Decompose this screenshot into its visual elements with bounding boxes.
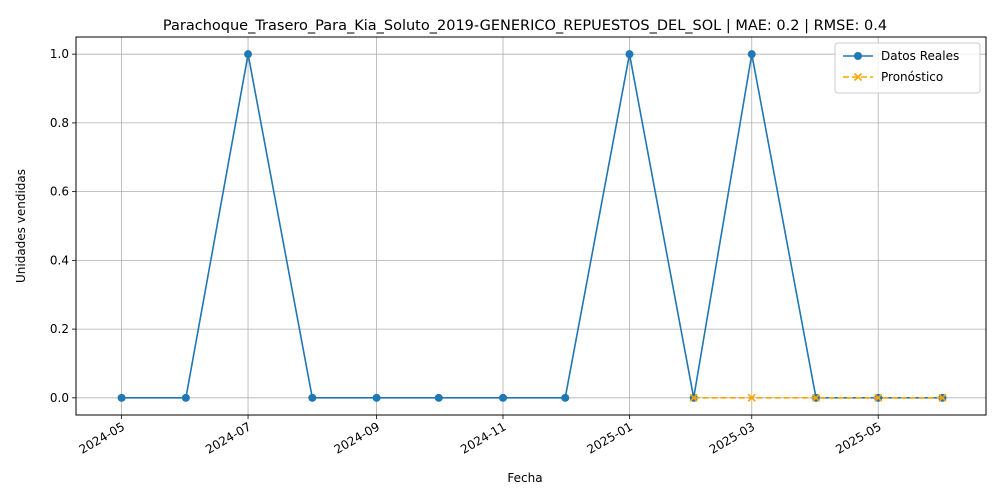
data-point: [244, 50, 253, 59]
data-point: [689, 393, 698, 402]
chart-title: Parachoque_Trasero_Para_Kia_Soluto_2019-…: [163, 18, 887, 34]
y-tick-label: 0.8: [50, 116, 69, 130]
x-tick-label: 2025-03: [707, 419, 757, 456]
y-tick-label: 1.0: [50, 47, 69, 61]
x-tick-label: 2025-05: [833, 419, 883, 456]
x-tick-label: 2024-07: [203, 419, 253, 456]
series-line: [121, 54, 943, 399]
grid: [76, 37, 986, 415]
data-point: [625, 50, 634, 59]
plot-frame: [75, 36, 987, 416]
y-tick-label: 0.4: [50, 253, 69, 267]
legend: Datos Reales Pronóstico: [834, 42, 981, 94]
data-point: [874, 393, 883, 402]
x-tick-label: 2024-05: [77, 419, 127, 456]
data-point: [747, 50, 756, 59]
series-2: [689, 393, 947, 402]
data-point: [372, 393, 381, 402]
data-point: [434, 393, 443, 402]
data-point: [308, 393, 317, 402]
legend-marker: [854, 52, 862, 60]
data-point: [938, 393, 947, 402]
data-point: [811, 393, 821, 402]
series-1: [117, 50, 947, 402]
data-point: [181, 393, 190, 402]
data-point: [561, 393, 570, 402]
data-point: [499, 393, 508, 402]
legend-label: Pronóstico: [881, 70, 943, 84]
y-tick-label: 0.2: [50, 322, 69, 336]
axis-ticks: 2024-05 2024-07 2024-09 2024-11 2025-01 2025-…: [50, 47, 884, 456]
legend-label: Datos Reales: [881, 49, 959, 63]
y-tick-label: 0.0: [50, 391, 69, 405]
series-group: [117, 50, 947, 402]
data-point: [117, 393, 126, 402]
x-tick-label: 2025-01: [585, 419, 635, 456]
x-tick-label: 2024-09: [332, 419, 382, 456]
legend-marker: [853, 72, 863, 82]
x-axis-label: Fecha: [507, 471, 542, 485]
y-axis-label: Unidades vendidas: [14, 169, 28, 283]
y-tick-label: 0.6: [50, 185, 69, 199]
data-point: [747, 393, 756, 402]
x-tick-label: 2024-11: [458, 419, 508, 456]
